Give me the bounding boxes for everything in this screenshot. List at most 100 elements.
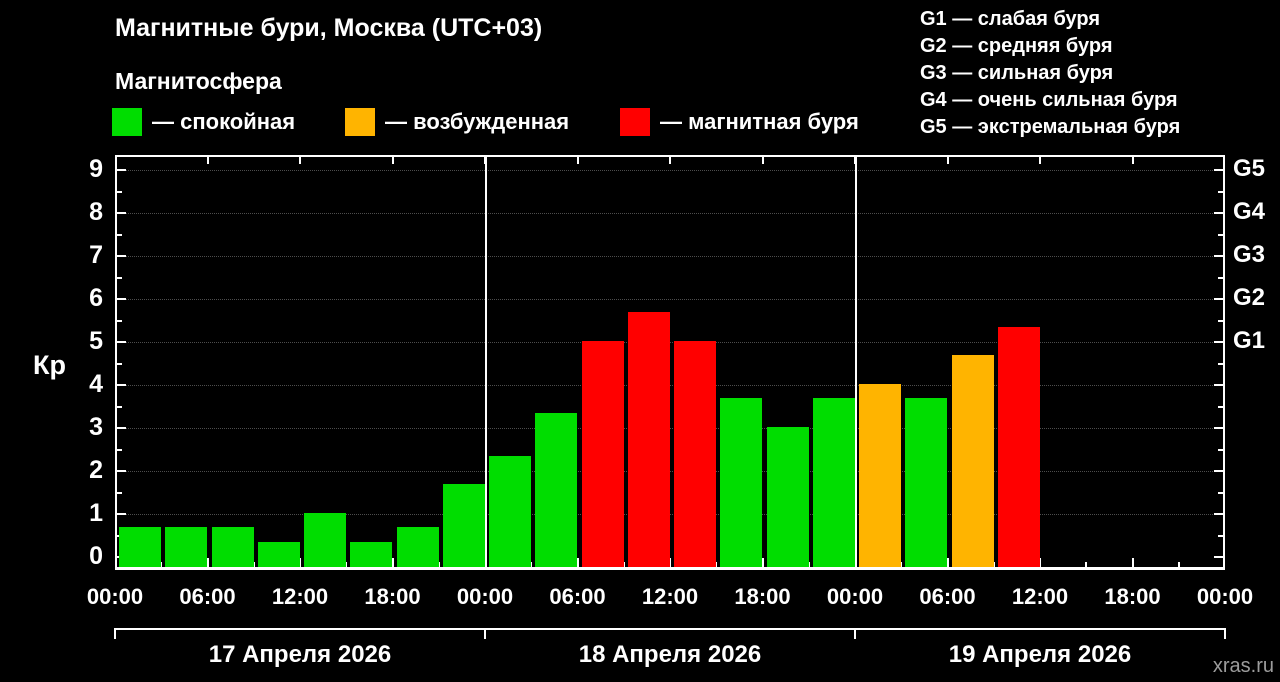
x-axis-tick bbox=[946, 157, 949, 164]
x-axis-tick bbox=[299, 157, 301, 164]
storm-scale-item: G1 — слабая буря bbox=[920, 8, 1101, 30]
x-axis-tick bbox=[669, 157, 671, 164]
y-axis-minor-tick bbox=[1218, 190, 1223, 193]
x-axis-tick bbox=[1131, 157, 1134, 164]
kp-bar bbox=[119, 527, 161, 567]
storm-scale-item: G5 — экстремальная буря bbox=[920, 116, 1181, 138]
x-axis-minor-tick bbox=[345, 562, 348, 567]
x-axis-tick-label: 18:00 bbox=[1104, 584, 1161, 609]
x-axis-minor-tick bbox=[1085, 562, 1088, 567]
x-axis-minor-tick bbox=[252, 562, 255, 567]
kp-bar bbox=[812, 398, 855, 567]
y-axis-tick-label: 6 bbox=[89, 284, 103, 312]
date-label: 18 Апреля 2026 bbox=[578, 641, 762, 668]
kp-bar bbox=[211, 527, 254, 567]
kp-bar bbox=[905, 398, 948, 567]
y-axis-tick-label: 1 bbox=[89, 499, 103, 527]
kp-bar bbox=[674, 341, 716, 567]
x-axis-tick bbox=[854, 558, 856, 567]
y-axis-minor-tick bbox=[117, 190, 122, 193]
x-axis-tick bbox=[1039, 157, 1041, 164]
chart-subtitle: Магнитосфера bbox=[115, 68, 282, 94]
g-scale-tick-label: G5 bbox=[1233, 155, 1266, 182]
kp-bar bbox=[720, 398, 763, 567]
x-axis-tick bbox=[206, 157, 209, 164]
kp-bar bbox=[165, 527, 208, 567]
legend-item: — возбужденная bbox=[345, 108, 569, 136]
x-axis-minor-tick bbox=[1177, 562, 1180, 567]
gridline bbox=[117, 170, 1223, 171]
x-axis-tick bbox=[761, 558, 764, 567]
gridline bbox=[117, 385, 1223, 386]
date-label: 19 Апреля 2026 bbox=[948, 641, 1132, 668]
kp-bar bbox=[535, 413, 578, 567]
y-axis-tick-label: 7 bbox=[89, 241, 103, 269]
y-axis-tick bbox=[117, 470, 126, 472]
x-axis-tick-label: 06:00 bbox=[179, 584, 236, 609]
x-axis-tick bbox=[576, 558, 579, 567]
g-scale-tick-label: G4 bbox=[1233, 198, 1266, 225]
kp-bar bbox=[442, 484, 485, 567]
gridline bbox=[117, 299, 1223, 300]
y-axis-minor-tick bbox=[1218, 448, 1223, 451]
x-axis-tick bbox=[1039, 558, 1041, 567]
x-axis-tick bbox=[206, 558, 209, 567]
x-axis-tick bbox=[391, 157, 394, 164]
y-axis-tick bbox=[117, 298, 126, 300]
x-axis-tick bbox=[299, 558, 301, 567]
date-axis-tick bbox=[854, 628, 856, 639]
x-axis-tick bbox=[1131, 558, 1134, 567]
y-axis-minor-tick bbox=[117, 233, 122, 236]
y-axis-minor-tick bbox=[117, 362, 122, 365]
y-axis-tick bbox=[117, 427, 126, 429]
kp-bar bbox=[396, 527, 439, 567]
y-axis-minor-tick bbox=[117, 448, 122, 451]
y-axis-tick bbox=[117, 513, 126, 515]
x-axis-tick-label: 00:00 bbox=[456, 584, 514, 609]
y-axis-tick bbox=[1214, 427, 1223, 429]
watermark: xras.ru bbox=[1212, 655, 1274, 677]
y-axis-tick bbox=[1214, 384, 1223, 386]
gridline bbox=[117, 428, 1223, 429]
x-axis-tick bbox=[484, 157, 486, 164]
page-title: Магнитные бури, Москва (UTC+03) bbox=[115, 14, 543, 42]
x-axis-minor-tick bbox=[992, 562, 995, 567]
day-separator bbox=[485, 157, 487, 567]
y-axis-minor-tick bbox=[117, 491, 122, 494]
y-axis-tick-label: 0 bbox=[89, 542, 103, 570]
storm-scale-legend: G1 — слабая буря G2 — средняя буря G3 — си… bbox=[920, 6, 1180, 141]
x-axis-tick bbox=[391, 558, 394, 567]
y-axis-tick bbox=[117, 384, 126, 386]
legend-swatch-excited bbox=[345, 108, 375, 136]
x-axis-tick-label: 06:00 bbox=[549, 584, 606, 609]
x-axis-tick-label: 00:00 bbox=[1196, 584, 1254, 609]
kp-bar bbox=[997, 327, 1040, 567]
y-axis-tick bbox=[117, 212, 126, 214]
y-axis-minor-tick bbox=[1218, 276, 1223, 279]
x-axis-minor-tick bbox=[807, 562, 810, 567]
x-axis-tick-label: 18:00 bbox=[364, 584, 421, 609]
storm-scale-item: G4 — очень сильная буря bbox=[920, 89, 1178, 111]
chart-legend: — спокойная — возбужденная — магнитная бур… bbox=[0, 108, 1280, 142]
day-separator bbox=[855, 157, 857, 567]
x-axis-tick bbox=[576, 157, 579, 164]
y-axis-minor-tick bbox=[117, 319, 122, 322]
x-axis-tick bbox=[669, 558, 671, 567]
y-axis-minor-tick bbox=[117, 276, 122, 279]
y-axis-tick bbox=[117, 255, 126, 257]
kp-bar bbox=[627, 312, 670, 567]
g-scale-tick-label: G2 bbox=[1233, 284, 1266, 311]
y-axis-tick bbox=[1214, 255, 1223, 257]
kp-bar bbox=[257, 542, 300, 567]
y-axis-tick-label: 9 bbox=[89, 155, 103, 183]
date-axis-line bbox=[115, 628, 1225, 630]
x-axis-minor-tick bbox=[715, 562, 718, 567]
plot-area bbox=[115, 155, 1225, 570]
y-axis-tick bbox=[1214, 556, 1223, 558]
y-axis-minor-tick bbox=[1218, 319, 1223, 322]
x-axis-minor-tick bbox=[900, 562, 903, 567]
y-axis-tick bbox=[1214, 341, 1223, 343]
y-axis-minor-tick bbox=[1218, 233, 1223, 236]
